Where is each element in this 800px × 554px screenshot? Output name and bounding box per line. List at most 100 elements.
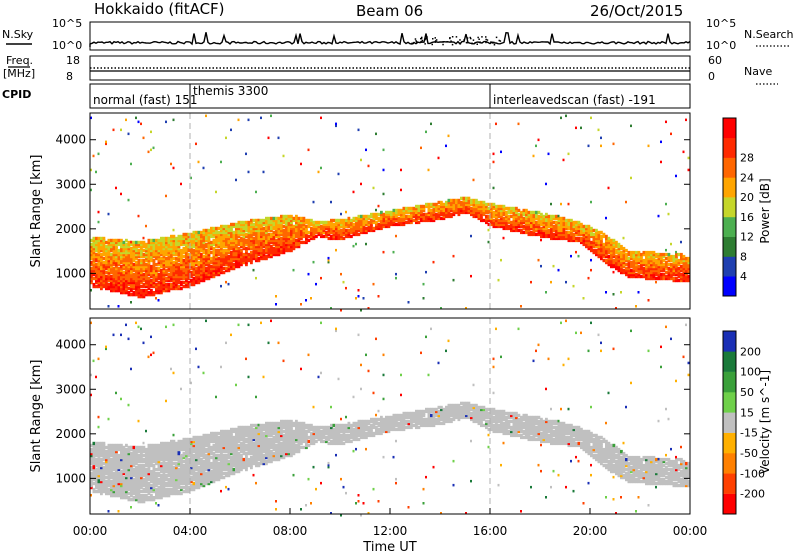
power-cell xyxy=(330,230,333,235)
velocity-cell xyxy=(122,447,126,452)
power-cell xyxy=(410,212,413,217)
power-cell xyxy=(610,260,613,265)
power-cell xyxy=(635,268,638,273)
power-cell xyxy=(160,274,163,279)
power-cell xyxy=(102,256,106,261)
power-cell xyxy=(217,226,221,231)
velocity-cell xyxy=(100,465,103,470)
power-cell xyxy=(317,232,321,237)
power-cell xyxy=(372,226,376,231)
power-cell xyxy=(340,232,343,237)
power-cell xyxy=(230,256,233,261)
power-cell xyxy=(172,282,176,287)
power-cell xyxy=(537,214,541,219)
velocity-cell xyxy=(175,485,178,490)
velocity-cell xyxy=(145,457,148,462)
velocity-cell xyxy=(147,489,151,494)
power-cell xyxy=(522,208,526,213)
power-cell xyxy=(477,208,481,213)
power-cell xyxy=(200,266,203,271)
velocity-cell xyxy=(135,489,138,494)
power-cell xyxy=(135,242,138,247)
velocity-cell xyxy=(195,447,198,452)
power-cell xyxy=(305,232,308,237)
power-cell xyxy=(322,230,326,235)
velocity-cell xyxy=(110,494,113,498)
power-cell xyxy=(217,272,221,277)
velocity-cell xyxy=(172,479,176,484)
power-cell xyxy=(197,244,201,249)
power-cell xyxy=(115,272,118,277)
power-cell xyxy=(505,214,508,219)
power-cell xyxy=(362,214,366,219)
power-cell xyxy=(235,236,238,241)
power-cell xyxy=(122,280,126,285)
velocity-cell xyxy=(152,463,156,468)
velocity-cell xyxy=(182,455,186,460)
power-cell xyxy=(132,293,136,297)
power-cell xyxy=(100,242,103,247)
power-cell xyxy=(607,236,611,241)
power-speck xyxy=(197,160,200,164)
power-cell xyxy=(240,254,243,259)
power-cell xyxy=(342,226,346,231)
power-cell xyxy=(140,293,143,297)
power-cell xyxy=(95,244,98,249)
power-cell xyxy=(257,248,261,253)
power-cell xyxy=(122,278,126,283)
power-cell xyxy=(392,220,396,225)
velocity-cell xyxy=(157,479,161,484)
power-cell xyxy=(532,218,536,223)
velocity-cell xyxy=(207,455,211,460)
power-cell xyxy=(492,204,496,209)
power-cell xyxy=(197,268,201,273)
power-cell xyxy=(455,202,458,207)
power-cell xyxy=(660,260,663,265)
velocity-cell xyxy=(180,463,183,468)
power-cell xyxy=(612,260,616,265)
power-cell xyxy=(227,250,231,255)
power-cell xyxy=(162,286,166,291)
velocity-cell xyxy=(157,451,161,456)
power-cell xyxy=(237,234,241,239)
power-cell xyxy=(115,266,118,271)
power-cell xyxy=(135,248,138,253)
velocity-cell xyxy=(120,483,123,488)
power-cell xyxy=(685,274,688,279)
power-cell xyxy=(635,250,638,255)
power-cell xyxy=(527,222,531,227)
velocity-cell xyxy=(182,445,186,450)
power-cell xyxy=(297,216,301,221)
velocity-cell xyxy=(190,437,193,442)
power-cell xyxy=(402,208,406,213)
power-cell xyxy=(117,282,121,287)
power-cell xyxy=(627,264,631,269)
velocity-cell xyxy=(135,469,138,474)
power-cell xyxy=(557,222,561,227)
power-cell xyxy=(500,206,503,211)
velocity-cell xyxy=(195,473,198,478)
power-cell xyxy=(665,274,668,279)
power-cell xyxy=(172,250,176,255)
power-cell xyxy=(192,266,196,271)
velocity-cell xyxy=(197,451,201,456)
power-cell xyxy=(162,246,166,251)
velocity-cell xyxy=(180,485,183,490)
power-cell xyxy=(242,226,246,231)
velocity-cell xyxy=(147,483,151,488)
power-cell xyxy=(552,234,556,239)
power-cell xyxy=(107,266,111,271)
velocity-cell xyxy=(180,447,183,452)
power-cell xyxy=(682,256,686,261)
power-cell xyxy=(270,234,273,239)
power-cell xyxy=(685,276,688,281)
power-cell xyxy=(102,236,106,241)
velocity-cell xyxy=(130,455,133,460)
velocity-cell xyxy=(185,471,188,476)
velocity-cell xyxy=(182,489,186,494)
power-cell xyxy=(365,226,368,231)
velocity-cell xyxy=(92,451,96,456)
power-speck xyxy=(587,144,590,148)
velocity-cell xyxy=(97,447,101,452)
velocity-cell xyxy=(177,439,181,444)
